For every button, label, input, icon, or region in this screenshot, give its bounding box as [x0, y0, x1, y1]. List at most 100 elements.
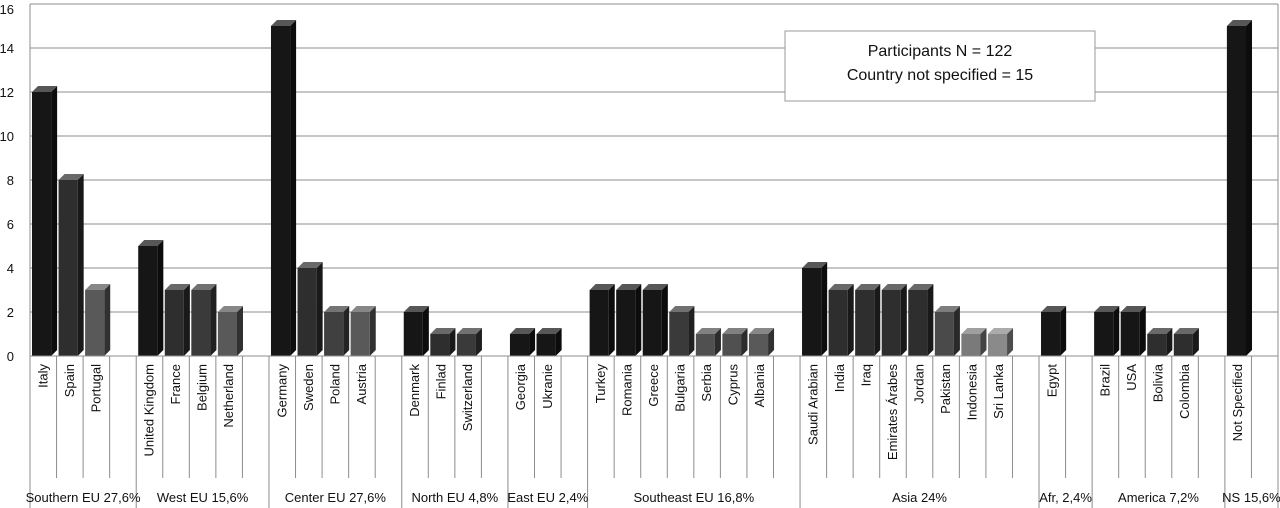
y-tick-label: 10 — [0, 129, 14, 144]
bar-side — [529, 328, 536, 356]
y-tick-label: 2 — [7, 305, 14, 320]
annotation-frame — [784, 30, 1096, 102]
bar-top — [1094, 306, 1120, 312]
bar — [908, 284, 934, 356]
bar-side — [77, 174, 84, 356]
bar — [1094, 306, 1120, 356]
bar — [1173, 328, 1199, 356]
category-label: Sweden — [301, 364, 316, 411]
y-tick-label: 4 — [7, 261, 14, 276]
category-label: Saudi Arabian — [805, 364, 820, 445]
bar-top — [270, 20, 297, 26]
bar-side — [316, 262, 323, 356]
bar — [855, 284, 881, 356]
bar-front — [881, 290, 901, 356]
y-tick-label: 16 — [0, 2, 14, 17]
bar-top — [1041, 306, 1067, 312]
y-tick-label: 6 — [7, 217, 14, 232]
bar — [164, 284, 190, 356]
bar-top — [403, 306, 429, 312]
bar-top — [1226, 20, 1253, 26]
bar — [589, 284, 615, 356]
bar-side — [1246, 20, 1253, 356]
bar-top — [616, 284, 642, 290]
bar-top — [642, 284, 668, 290]
bar-front — [536, 334, 556, 356]
bar-top — [1120, 306, 1146, 312]
category-label: Portugal — [88, 364, 103, 413]
bar-front — [456, 334, 476, 356]
bar — [669, 306, 695, 356]
bar-top — [430, 328, 456, 334]
bar-front — [1120, 312, 1140, 356]
category-label: France — [168, 364, 183, 404]
bar-front — [270, 26, 291, 356]
group-label: North EU 4,8% — [411, 490, 498, 505]
bar-top — [1173, 328, 1199, 334]
group-label: NS 15,6% — [1222, 490, 1280, 505]
bar-top — [748, 328, 775, 334]
bar — [32, 86, 58, 356]
bar-top — [58, 174, 84, 180]
category-label: Bolivia — [1151, 363, 1166, 402]
bar-top — [828, 284, 854, 290]
bar-side — [104, 284, 111, 356]
bar-side — [1192, 328, 1199, 356]
bar-top — [934, 306, 960, 312]
y-axis-ticks: 0 2 4 6 8 10 12 14 16 — [0, 2, 14, 364]
bar-side — [183, 284, 190, 356]
category-label: Georgia — [513, 363, 528, 410]
bar-front — [138, 246, 158, 356]
category-label: Poland — [327, 364, 342, 404]
group-label: Southeast EU 16,8% — [633, 490, 754, 505]
bar-side — [821, 262, 828, 356]
category-labels: Italy Spain Portugal United Kingdom France Be… — [35, 363, 1245, 460]
bar-front — [616, 290, 636, 356]
bar — [536, 328, 562, 356]
bar-front — [58, 180, 78, 356]
bar-front — [1226, 26, 1247, 356]
bar-top — [138, 240, 164, 246]
bar-top — [987, 328, 1014, 334]
bar-top — [509, 328, 536, 334]
bar — [297, 262, 323, 356]
bar-front — [961, 334, 981, 356]
group-label: Southern EU 27,6% — [26, 490, 141, 505]
bar-side — [210, 284, 217, 356]
bar — [748, 328, 775, 356]
bar-top — [1147, 328, 1173, 334]
bar-side — [157, 240, 164, 356]
category-label: Belgium — [195, 364, 210, 411]
y-tick-label: 8 — [7, 173, 14, 188]
bar-front — [297, 268, 317, 356]
bar-front — [908, 290, 928, 356]
bar-side — [847, 284, 854, 356]
category-label: Romania — [619, 363, 634, 416]
bar-side — [422, 306, 429, 356]
category-label: Pakistan — [938, 364, 953, 414]
bar-front — [1173, 334, 1193, 356]
bar-side — [953, 306, 960, 356]
y-tick-label: 12 — [0, 85, 14, 100]
bar — [616, 284, 642, 356]
bar-side — [343, 306, 350, 356]
group-label: Afr, 2,4% — [1039, 490, 1092, 505]
category-label: Emirates Árabes — [885, 364, 900, 461]
bar-side — [290, 20, 297, 356]
annotation-line-2: Country not specified = 15 — [847, 67, 1033, 84]
bar — [1226, 20, 1253, 356]
bar — [138, 240, 164, 356]
bar-front — [748, 334, 769, 356]
category-label: Jordan — [912, 364, 927, 404]
bar-front — [695, 334, 715, 356]
category-label: Sri Lanka — [991, 363, 1006, 419]
group-labels: Southern EU 27,6% West EU 15,6% Center EU … — [26, 490, 1280, 505]
bar-front — [403, 312, 423, 356]
bar-side — [874, 284, 881, 356]
bar — [695, 328, 721, 356]
bar-front — [722, 334, 742, 356]
bar — [58, 174, 84, 356]
category-label: Brazil — [1097, 364, 1112, 397]
y-tick-label: 14 — [0, 41, 14, 56]
